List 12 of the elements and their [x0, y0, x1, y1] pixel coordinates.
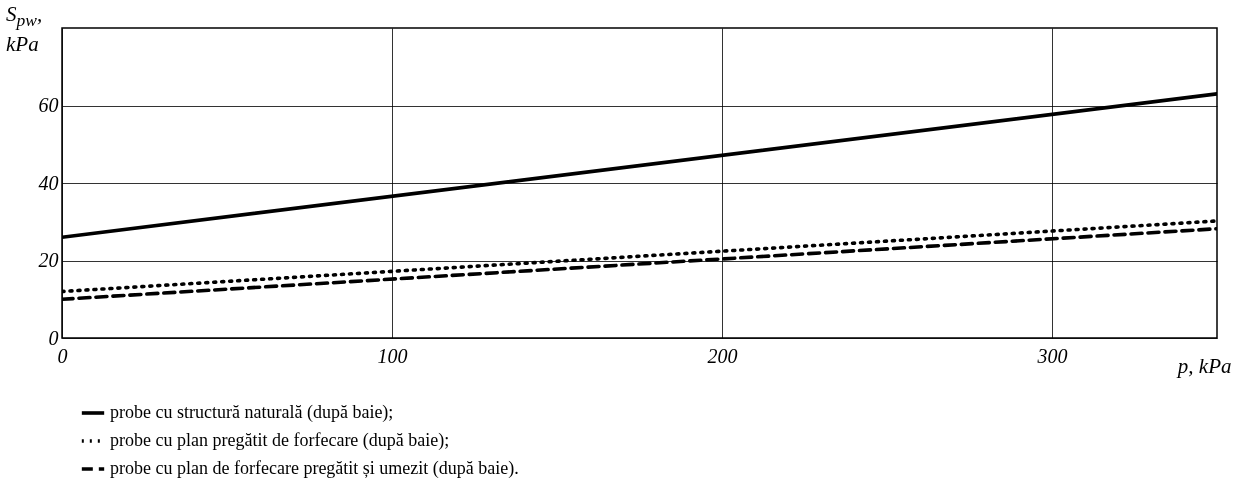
x-tick-label: 300: [1036, 344, 1068, 367]
y-axis-title: S$_{pw}$, kPa: [6, 2, 44, 57]
y-tick-label: 20: [38, 249, 59, 271]
y-tick-label: 0: [48, 326, 59, 349]
legend-label: probe cu plan pregătit de forfecare (după baie);: [110, 430, 450, 451]
legend-label: probe cu plan de forfecare pregătit și umezit (după baie).: [110, 458, 519, 479]
x-tick-label: 100: [377, 344, 408, 367]
y-tick-label: 60: [38, 94, 59, 116]
y-tick-label: 40: [38, 171, 59, 194]
x-tick-label: 200: [707, 344, 738, 367]
legend-label: probe cu structură naturală (după baie);: [110, 402, 394, 423]
x-axis-title: p, kPa: [1175, 353, 1232, 378]
